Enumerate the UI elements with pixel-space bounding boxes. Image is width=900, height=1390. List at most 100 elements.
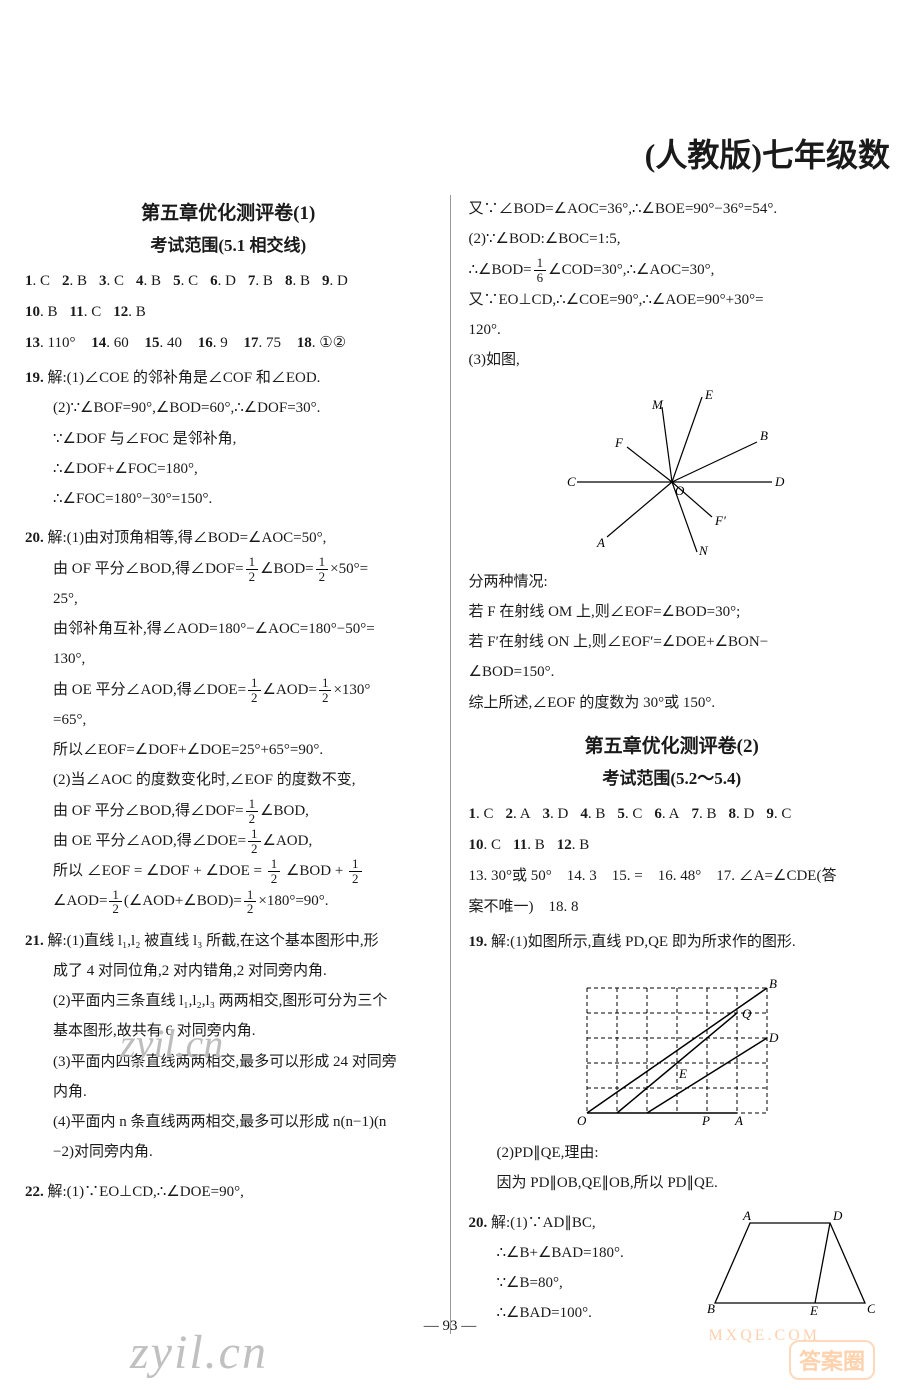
q19-l3: ∵∠DOF 与∠FOC 是邻补角, — [25, 425, 432, 454]
svg-text:A: A — [734, 1113, 743, 1128]
svg-text:C: C — [567, 474, 576, 489]
svg-text:A: A — [596, 535, 605, 550]
q22-num: 22. — [25, 1184, 44, 1200]
q20-solution: 20. 解:(1)由对顶角相等,得∠BOD=∠AOC=50°, 由 OF 平分∠… — [25, 523, 432, 917]
q20-l12: 所以 ∠EOF = ∠DOF + ∠DOE = 12 ∠BOD + 12 — [25, 857, 432, 886]
svg-text:F: F — [614, 435, 624, 450]
q21-l8: −2)对同旁内角. — [25, 1138, 432, 1167]
fill-answers-row: 13. 110° 14. 60 15. 40 16. 9 17. 75 18. … — [25, 330, 432, 357]
mc-ans: 8. B — [285, 268, 310, 295]
q20-l11: 由 OE 平分∠AOD,得∠DOE=12∠AOD, — [25, 827, 432, 856]
q21-l5: (3)平面内四条直线两两相交,最多可以形成 24 对同旁 — [25, 1048, 432, 1077]
ch2-fill2: 案不唯一) 18. 8 — [469, 894, 876, 921]
rays-svg: E M B F C O D A F′ N — [557, 387, 787, 557]
q22-l1: 解:(1)∵EO⊥CD,∴∠DOE=90°, — [48, 1184, 244, 1200]
mc-ans: 8. D — [728, 801, 754, 828]
mc-ans: 5. C — [617, 801, 642, 828]
q20-l3: 25°, — [25, 585, 432, 614]
svg-text:O: O — [675, 483, 685, 498]
svg-text:B: B — [760, 428, 768, 443]
c2-l8: 若 F 在射线 OM 上,则∠EOF=∠BOD=30°; — [469, 598, 876, 627]
ch2-q20: A D B E C 20. 解:(1)∵AD∥BC, ∴∠B+∠BAD=180°… — [469, 1208, 876, 1330]
c2-l3: ∴∠BOD=16∠COD=30°,∴∠AOC=30°, — [469, 256, 876, 285]
q19-l2: (2)∵∠BOF=90°,∠BOD=60°,∴∠DOF=30°. — [25, 394, 432, 423]
ch2-q19-l2: (2)PD∥QE,理由: — [469, 1139, 876, 1168]
column-divider — [450, 195, 451, 1334]
q21-num: 21. — [25, 933, 44, 949]
mc-ans: 1. C — [469, 801, 494, 828]
c2-l1: 又∵∠BOD=∠AOC=36°,∴∠BOE=90°−36°=54°. — [469, 195, 876, 224]
mc-ans: 10. C — [469, 832, 502, 859]
watermark-mid: zyil.cn — [120, 1020, 223, 1067]
mc-ans: 3. C — [99, 268, 124, 295]
mc-ans: 11. C — [70, 299, 102, 326]
c2-l5: 120°. — [469, 316, 876, 345]
q19-l4: ∴∠DOF+∠FOC=180°, — [25, 455, 432, 484]
svg-text:A: A — [742, 1208, 751, 1223]
q20-num: 20. — [25, 530, 44, 546]
mc-ans: 7. B — [691, 801, 716, 828]
q19-num: 19. — [25, 370, 44, 386]
mc-ans: 2. B — [62, 268, 87, 295]
svg-text:D: D — [832, 1208, 843, 1223]
c2-l11: 综上所述,∠EOF 的度数为 30°或 150°. — [469, 689, 876, 718]
watermark-bottom-right-badge: 答案圈 — [789, 1340, 875, 1380]
mc-ans: 9. C — [766, 801, 791, 828]
svg-text:E: E — [678, 1066, 687, 1081]
svg-text:O: O — [577, 1113, 587, 1128]
mc-ans: 12. B — [557, 832, 590, 859]
svg-text:B: B — [769, 976, 777, 991]
chapter2-title: 第五章优化测评卷(2) — [469, 731, 876, 758]
chapter2-range: 考试范围(5.2～5.4) — [469, 764, 876, 789]
c2-l9: 若 F′在射线 ON 上,则∠EOF′=∠DOE+∠BON− — [469, 628, 876, 657]
chapter1-title: 第五章优化测评卷(1) — [25, 198, 432, 225]
right-column: 又∵∠BOD=∠AOC=36°,∴∠BOE=90°−36°=54°. (2)∵∠… — [469, 190, 876, 1334]
q22-cont: 又∵∠BOD=∠AOC=36°,∴∠BOE=90°−36°=54°. (2)∵∠… — [469, 194, 876, 377]
fill-ans: 15. 40 — [144, 335, 182, 351]
mc-ans: 5. C — [173, 268, 198, 295]
trap-svg: A D B E C — [705, 1208, 875, 1318]
mc-ans: 2. A — [506, 801, 531, 828]
q21-l1: 解:(1)直线 l₁,l₂ 被直线 l₃ 所截,在这个基本图形中,形 — [48, 933, 379, 949]
mc-ans: 11. B — [513, 832, 545, 859]
diagram-grid: B Q D E O P A — [469, 968, 876, 1128]
q20-l13: ∠AOD=12(∠AOD+∠BOD)=12×180°=90°. — [25, 887, 432, 916]
svg-text:Q: Q — [742, 1006, 752, 1021]
svg-text:M: M — [651, 397, 664, 412]
q20-l7: =65°, — [25, 706, 432, 735]
q21-l4: 基本图形,故共有 6 对同旁内角. — [25, 1017, 432, 1046]
q20-l9: (2)当∠AOC 的度数变化时,∠EOF 的度数不变, — [25, 766, 432, 795]
svg-text:D: D — [768, 1030, 779, 1045]
content-columns: 第五章优化测评卷(1) 考试范围(5.1 相交线) 1. C 2. B 3. C… — [25, 190, 875, 1334]
c2-l7: 分两种情况: — [469, 568, 876, 597]
diagram-trapezoid: A D B E C — [705, 1208, 875, 1329]
ch2-q20-num: 20. — [469, 1215, 488, 1231]
c2-l6: (3)如图, — [469, 346, 876, 375]
q21-l6: 内角. — [25, 1078, 432, 1107]
ch2-q19-cont: (2)PD∥QE,理由: 因为 PD∥OB,QE∥OB,所以 PD∥QE. — [469, 1138, 876, 1200]
mc-ans: 4. B — [136, 268, 161, 295]
q20-l6: 由 OE 平分∠AOD,得∠DOE=12∠AOD=12×130° — [25, 676, 432, 705]
q22-solution: 22. 解:(1)∵EO⊥CD,∴∠DOE=90°, — [25, 1177, 432, 1208]
ch2-q19-l3: 因为 PD∥OB,QE∥OB,所以 PD∥QE. — [469, 1169, 876, 1198]
page-header-title: (人教版)七年级数 — [645, 130, 890, 176]
q21-l2: 成了 4 对同位角,2 对内错角,2 对同旁内角. — [25, 957, 432, 986]
svg-text:E: E — [809, 1303, 818, 1318]
c2-l4: 又∵EO⊥CD,∴∠COE=90°,∴∠AOE=90°+30°= — [469, 286, 876, 315]
fill-ans: 14. 60 — [91, 335, 129, 351]
q19-l5: ∴∠FOC=180°−30°=150°. — [25, 485, 432, 514]
mc-ans: 1. C — [25, 268, 50, 295]
grid-svg: B Q D E O P A — [557, 968, 787, 1128]
q21-l3: (2)平面内三条直线 l₁,l₂,l₃ 两两相交,图形可分为三个 — [25, 987, 432, 1016]
diagram-rays: E M B F C O D A F′ N — [469, 387, 876, 557]
svg-text:E: E — [704, 387, 713, 402]
mc-answers-row1: 1. C 2. B 3. C 4. B 5. C 6. D 7. B 8. B … — [25, 268, 432, 295]
ch2-q19-l1: 解:(1)如图所示,直线 PD,QE 即为所求作的图形. — [491, 934, 796, 950]
fill-ans: 18. ①② — [297, 335, 346, 351]
ch2-q20-l1: 解:(1)∵AD∥BC, — [491, 1215, 596, 1231]
mc-ans: 3. D — [543, 801, 569, 828]
q21-l7: (4)平面内 n 条直线两两相交,最多可以形成 n(n−1)(n — [25, 1108, 432, 1137]
q20-l5: 130°, — [25, 645, 432, 674]
svg-text:P: P — [701, 1113, 710, 1128]
q20-l2: 由 OF 平分∠BOD,得∠DOF=12∠BOD=12×50°= — [25, 555, 432, 584]
